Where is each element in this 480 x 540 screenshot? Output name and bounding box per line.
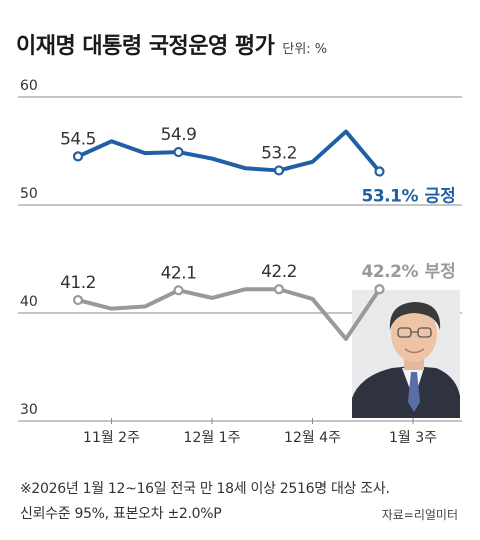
- series-name-label: 부정: [424, 262, 455, 282]
- data-point: [173, 285, 184, 296]
- x-tick-label: 12월 1주: [184, 430, 241, 446]
- data-label: 42.1: [161, 263, 197, 283]
- chart-header: 이재명 대통령 국정운영 평가 단위: %: [16, 28, 327, 60]
- survey-note-line2: 신뢰수준 95%, 표본오차 ±2.0%P: [20, 506, 222, 522]
- grid-layer: 60 50 40 30: [18, 78, 462, 422]
- y-tick-label: 50: [20, 186, 38, 202]
- smile-shape: [404, 348, 425, 354]
- line-chart: 60 50 40 30 54.5 54.9 53.2 53.1% 긍정 41.2 42.1 42.2…: [18, 78, 462, 446]
- series-line: [76, 287, 382, 341]
- end-value-label: 42.2%: [362, 262, 419, 282]
- suit-shape: [352, 366, 460, 418]
- source-label: 자료=리얼미터: [381, 508, 458, 522]
- x-tick-label: 12월 4주: [284, 430, 341, 446]
- y-tick-label: 40: [20, 294, 38, 310]
- y-tick-label: 30: [20, 402, 38, 418]
- data-label: 54.5: [60, 129, 96, 149]
- x-axis: 11월 2주 12월 1주 12월 4주 1월 3주: [83, 418, 437, 446]
- data-point: [374, 166, 385, 177]
- data-label: 42.2: [261, 262, 297, 282]
- series-line: [76, 129, 382, 174]
- tie-shape: [408, 372, 420, 412]
- data-point: [72, 151, 84, 162]
- series-layer: [72, 129, 385, 341]
- data-point: [273, 284, 285, 295]
- data-point: [273, 165, 285, 176]
- face-shape: [391, 306, 437, 362]
- data-label: 41.2: [60, 273, 96, 293]
- x-tick-label: 11월 2주: [83, 430, 140, 446]
- data-point: [374, 284, 385, 295]
- end-value-label: 53.1%: [362, 187, 419, 207]
- chart-title: 이재명 대통령 국정운영 평가: [16, 34, 275, 59]
- unit-label: 단위: %: [282, 42, 328, 57]
- series-name-label: 긍정: [424, 187, 455, 207]
- label-layer: 54.5 54.9 53.2 53.1% 긍정 41.2 42.1 42.2 42.2% 부정: [60, 125, 456, 293]
- survey-note-line1: ※2026년 1월 12~16일 전국 만 18세 이상 2516명 대상 조사…: [20, 481, 390, 497]
- data-label: 54.9: [161, 125, 197, 145]
- hair-shape: [389, 302, 441, 330]
- data-label: 53.2: [261, 143, 297, 163]
- x-tick-label: 1월 3주: [389, 430, 437, 446]
- data-point: [72, 294, 84, 306]
- y-tick-label: 60: [20, 78, 38, 94]
- portrait-photo: [352, 290, 460, 418]
- data-point: [173, 146, 184, 158]
